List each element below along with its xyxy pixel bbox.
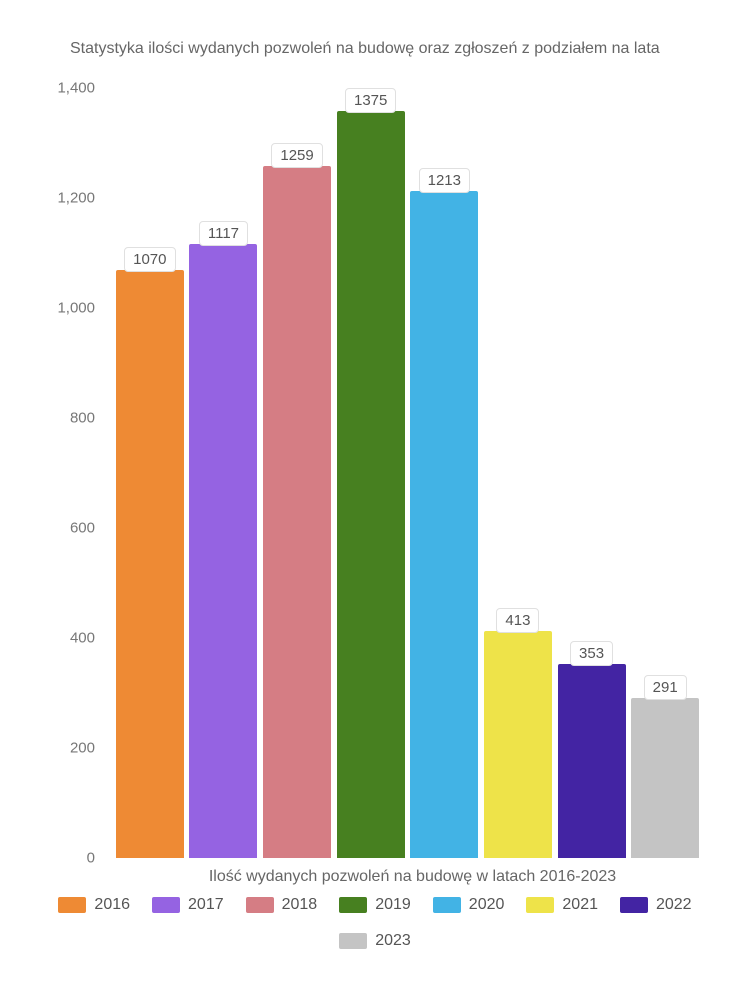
y-tick: 1,000 bbox=[30, 300, 95, 317]
legend-swatch bbox=[58, 897, 86, 913]
chart-title: Statystyka ilości wydanych pozwoleń na b… bbox=[30, 40, 720, 58]
bar bbox=[631, 698, 699, 858]
legend-item-2017: 2017 bbox=[152, 896, 224, 914]
legend-item-2018: 2018 bbox=[246, 896, 318, 914]
legend-item-2019: 2019 bbox=[339, 896, 411, 914]
x-axis-label: Ilość wydanych pozwoleń na budowę w lata… bbox=[105, 868, 720, 886]
bar-2020: 1213 bbox=[408, 88, 482, 858]
bar-2018: 1259 bbox=[260, 88, 334, 858]
legend-swatch bbox=[339, 933, 367, 949]
legend-label: 2020 bbox=[469, 896, 505, 914]
legend-item-2021: 2021 bbox=[526, 896, 598, 914]
bar bbox=[558, 664, 626, 858]
bar-2023: 291 bbox=[628, 88, 702, 858]
legend-swatch bbox=[339, 897, 367, 913]
legend-label: 2022 bbox=[656, 896, 692, 914]
legend-swatch bbox=[433, 897, 461, 913]
bar-2022: 353 bbox=[555, 88, 629, 858]
bar-2016: 1070 bbox=[113, 88, 187, 858]
bar-value-label: 1375 bbox=[345, 88, 396, 113]
legend-swatch bbox=[152, 897, 180, 913]
legend: 2016 2017 2018 2019 2020 2021 2022 2023 bbox=[30, 896, 720, 950]
bar-2017: 1117 bbox=[187, 88, 261, 858]
y-tick: 200 bbox=[30, 740, 95, 757]
bar-value-label: 353 bbox=[570, 641, 613, 666]
bar-2019: 1375 bbox=[334, 88, 408, 858]
bar bbox=[263, 166, 331, 858]
legend-label: 2023 bbox=[375, 932, 411, 950]
bar bbox=[410, 191, 478, 858]
bar bbox=[116, 270, 184, 859]
y-tick: 400 bbox=[30, 630, 95, 647]
chart-container: Statystyka ilości wydanych pozwoleń na b… bbox=[0, 0, 750, 1000]
legend-item-2020: 2020 bbox=[433, 896, 505, 914]
bar bbox=[189, 244, 257, 858]
y-tick: 1,200 bbox=[30, 190, 95, 207]
legend-label: 2019 bbox=[375, 896, 411, 914]
bar bbox=[337, 111, 405, 858]
legend-item-2016: 2016 bbox=[58, 896, 130, 914]
legend-swatch bbox=[620, 897, 648, 913]
legend-label: 2021 bbox=[562, 896, 598, 914]
legend-item-2023: 2023 bbox=[339, 932, 411, 950]
bars-container: 1070 1117 1259 1375 1213 413 353 291 bbox=[105, 88, 710, 858]
legend-label: 2016 bbox=[94, 896, 130, 914]
y-tick: 800 bbox=[30, 410, 95, 427]
plot-area: 02004006008001,0001,2001,400 10701117125… bbox=[105, 88, 710, 858]
legend-swatch bbox=[246, 897, 274, 913]
legend-item-2022: 2022 bbox=[620, 896, 692, 914]
legend-label: 2017 bbox=[188, 896, 224, 914]
bar-2021: 413 bbox=[481, 88, 555, 858]
bar-value-label: 1117 bbox=[199, 221, 248, 246]
y-tick: 1,400 bbox=[30, 80, 95, 97]
y-tick: 600 bbox=[30, 520, 95, 537]
y-tick: 0 bbox=[30, 850, 95, 867]
bar bbox=[484, 631, 552, 858]
bar-value-label: 291 bbox=[644, 675, 687, 700]
bar-value-label: 1259 bbox=[271, 143, 322, 168]
legend-label: 2018 bbox=[282, 896, 318, 914]
bar-value-label: 1070 bbox=[124, 247, 175, 272]
bar-value-label: 1213 bbox=[419, 168, 470, 193]
legend-swatch bbox=[526, 897, 554, 913]
y-axis: 02004006008001,0001,2001,400 bbox=[30, 88, 95, 858]
bar-value-label: 413 bbox=[496, 608, 539, 633]
